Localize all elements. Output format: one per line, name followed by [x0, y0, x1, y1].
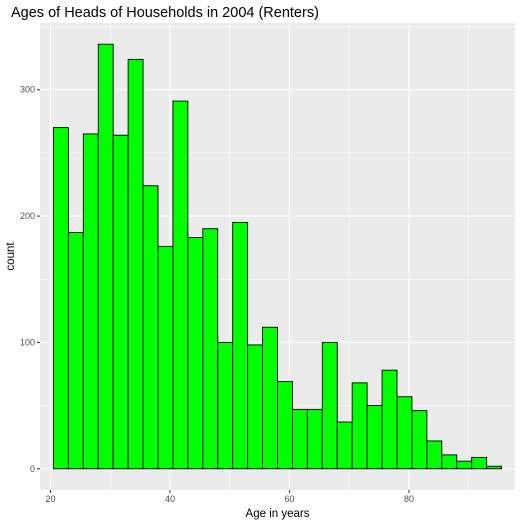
histogram-bar-25 [411, 410, 428, 470]
histogram-bar-11 [202, 228, 219, 470]
histogram-bar-29 [471, 456, 488, 470]
histogram-bar-19 [321, 341, 338, 470]
y-axis-title: count [5, 242, 17, 271]
histogram-bar-7 [142, 185, 159, 470]
x-axis-title: Age in years [246, 508, 310, 520]
chart-title: Ages of Heads of Households in 2004 (Ren… [11, 5, 319, 21]
histogram-bar-10 [187, 237, 204, 470]
histogram-bar-18 [306, 408, 323, 470]
histogram-bar-26 [426, 440, 443, 470]
x-tick-label: 20 [45, 494, 55, 504]
histogram-bar-2 [67, 232, 84, 470]
histogram-bar-13 [232, 221, 249, 470]
y-axis: 0 100 200 300 [20, 85, 40, 474]
histogram-bar-15 [262, 326, 278, 470]
x-tick-label: 80 [404, 494, 414, 504]
histogram-bar-17 [291, 408, 308, 470]
histogram-bar-27 [441, 454, 458, 470]
histogram-bar-8 [157, 245, 174, 470]
histogram-bar-20 [336, 421, 353, 470]
histogram-bar-22 [366, 405, 383, 470]
histogram-bars [52, 43, 503, 470]
histogram-bar-24 [396, 396, 413, 470]
histogram-bar-6 [127, 58, 144, 470]
histogram-bar-4 [97, 43, 114, 470]
histogram-bar-21 [351, 382, 368, 470]
histogram-bar-16 [277, 381, 293, 470]
y-tick-label: 300 [20, 85, 35, 95]
histogram-bar-3 [82, 133, 99, 470]
histogram-bar-14 [247, 344, 264, 470]
histogram-bar-5 [112, 134, 129, 470]
y-tick-label: 0 [30, 464, 35, 474]
histogram-bar-9 [172, 100, 189, 470]
x-tick-label: 60 [284, 494, 294, 504]
histogram-bar-23 [381, 369, 398, 470]
y-tick-label: 100 [20, 337, 35, 347]
histogram-bar-1 [52, 127, 69, 470]
x-axis: 20 40 60 80 [45, 490, 414, 504]
histogram-bar-12 [217, 341, 234, 470]
histogram-bar-30 [486, 465, 503, 470]
y-tick-label: 200 [20, 211, 35, 221]
histogram-bar-28 [456, 460, 473, 470]
x-tick-label: 40 [165, 494, 175, 504]
